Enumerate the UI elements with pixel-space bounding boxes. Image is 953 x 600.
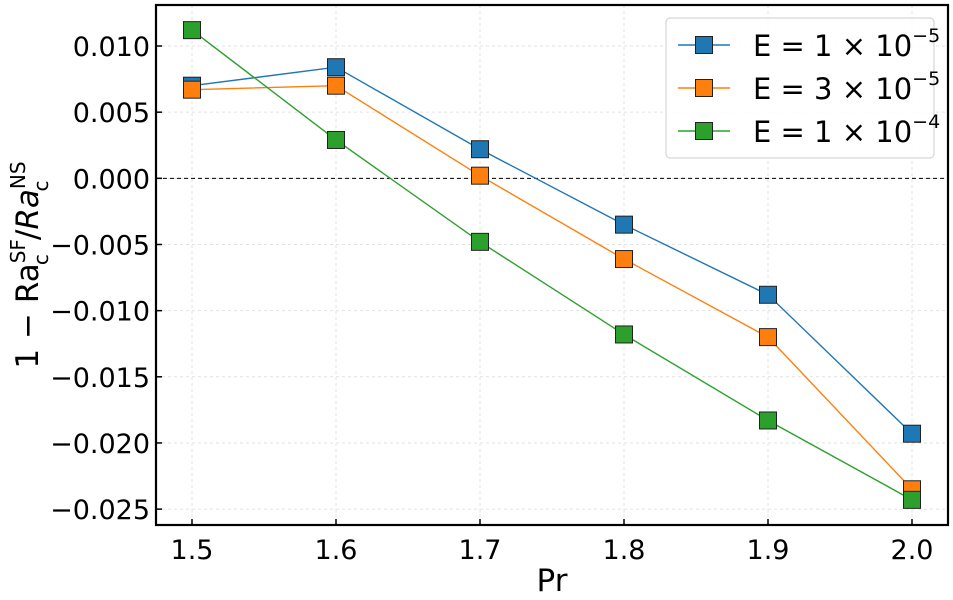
x-tick-label: 1.8	[603, 535, 646, 566]
data-point-series-2	[615, 250, 633, 269]
y-tick-label: 0.005	[73, 98, 150, 129]
data-point-series-3	[327, 130, 345, 149]
y-axis-label-sup1: SF	[6, 239, 30, 263]
legend-label-1: E = 1 × 10−5	[753, 25, 940, 63]
legend-marker-2	[695, 79, 713, 97]
y-axis-label-base2: Ra	[10, 189, 46, 230]
series-line-3	[191, 29, 913, 501]
data-point-series-2	[183, 80, 201, 99]
legend-marker-1	[695, 36, 713, 54]
data-point-series-2	[759, 328, 777, 347]
legend-label-3: E = 1 × 10−4	[753, 111, 940, 149]
y-axis-ticks: 0.010 0.005 0.000 −0.005 −0.010 −0.015 −0.020 −…	[50, 32, 162, 526]
y-tick-label: −0.020	[50, 429, 150, 460]
data-point-series-3	[615, 325, 633, 344]
y-tick-label: −0.010	[50, 297, 150, 328]
y-tick-label: −0.005	[50, 230, 150, 261]
data-point-series-1	[903, 424, 921, 443]
data-point-series-1	[471, 140, 489, 159]
legend: E = 1 × 10−5 E = 3 × 10−5 E = 1 × 10−4	[665, 17, 940, 159]
data-point-series-3	[759, 411, 777, 430]
y-tick-label: 0.000	[73, 164, 150, 195]
y-tick-label: −0.015	[50, 363, 150, 394]
y-axis-label-sub1: c	[29, 254, 53, 265]
data-point-series-1	[615, 215, 633, 234]
y-tick-label: −0.025	[50, 495, 150, 526]
series-line-1	[191, 66, 913, 435]
x-tick-label: 2.0	[891, 535, 934, 566]
data-point-series-2	[327, 76, 345, 95]
legend-label-2: E = 3 × 10−5	[753, 68, 940, 106]
x-axis-ticks: 1.5 1.6 1.7 1.8 1.9 2.0	[171, 519, 934, 566]
y-axis-label-prefix: 1 − Ra	[10, 263, 46, 368]
series-layer	[183, 21, 921, 509]
legend-marker-3	[695, 122, 713, 140]
x-tick-label: 1.9	[747, 535, 790, 566]
y-axis-label-sub2: c	[29, 180, 53, 191]
x-tick-label: 1.5	[171, 535, 214, 566]
x-tick-label: 1.6	[315, 535, 358, 566]
data-point-series-2	[471, 166, 489, 185]
y-tick-label: 0.010	[73, 32, 150, 63]
plot-frame	[154, 3, 950, 527]
data-point-series-3	[183, 21, 201, 40]
x-tick-label: 1.7	[459, 535, 502, 566]
x-axis-label: Pr	[537, 563, 568, 599]
data-point-series-1	[759, 285, 777, 304]
series-line-2	[191, 85, 913, 490]
data-point-series-3	[903, 490, 921, 509]
legend-box	[665, 17, 935, 159]
data-point-series-3	[471, 232, 489, 251]
y-axis-label-sup2: NS	[6, 161, 30, 189]
data-point-series-1	[327, 58, 345, 77]
y-axis-label: 1 − RaSFc/RaNSc	[6, 161, 53, 368]
y-axis-label-sep: /	[10, 229, 46, 240]
